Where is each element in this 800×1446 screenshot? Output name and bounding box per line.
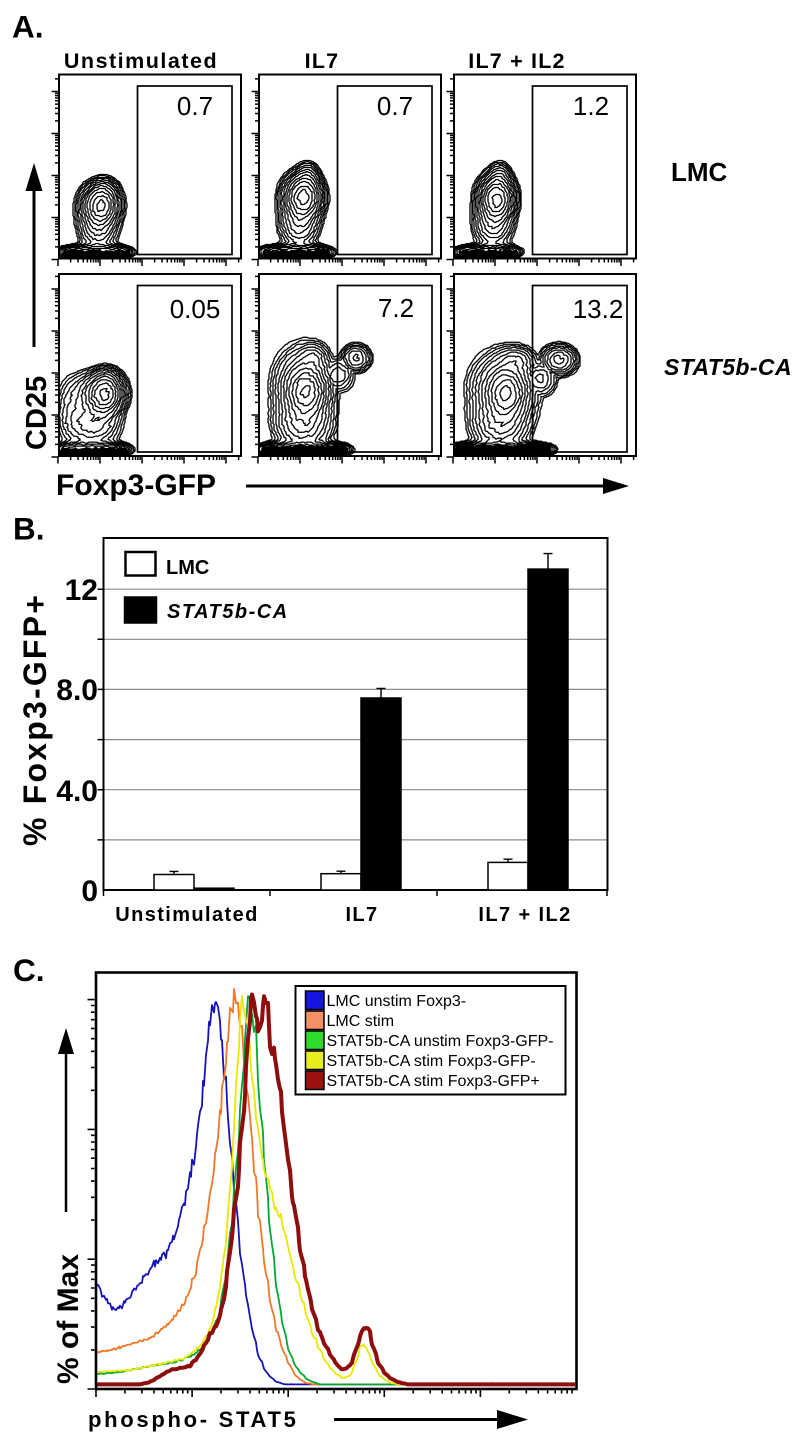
svg-text:STAT5b-CA unstim Foxp3-GFP-: STAT5b-CA unstim Foxp3-GFP-	[327, 1033, 554, 1050]
svg-text:IL7 + IL2: IL7 + IL2	[478, 904, 571, 926]
svg-text:4.0: 4.0	[56, 775, 98, 808]
svg-text:LMC: LMC	[671, 157, 728, 187]
svg-text:0.7: 0.7	[377, 91, 413, 121]
svg-text:IL7: IL7	[345, 904, 378, 926]
svg-text:IL7: IL7	[305, 49, 340, 73]
svg-text:7.2: 7.2	[378, 293, 414, 323]
svg-text:% of Max: % of Max	[52, 1254, 85, 1384]
svg-text:0.7: 0.7	[177, 91, 213, 121]
svg-text:STAT5b-CA stim Foxp3-GFP-: STAT5b-CA stim Foxp3-GFP-	[327, 1053, 536, 1070]
svg-text:0: 0	[81, 875, 98, 908]
svg-text:A.: A.	[12, 9, 44, 45]
svg-text:LMC unstim Foxp3-: LMC unstim Foxp3-	[327, 993, 467, 1010]
svg-text:Foxp3-GFP: Foxp3-GFP	[56, 469, 216, 502]
svg-text:LMC: LMC	[166, 557, 209, 579]
svg-text:CD25: CD25	[21, 376, 53, 450]
svg-text:B.: B.	[13, 511, 45, 547]
svg-text:STAT5b-CA: STAT5b-CA	[167, 601, 289, 623]
svg-text:Unstimulated: Unstimulated	[64, 49, 218, 73]
svg-text:Unstimulated: Unstimulated	[115, 904, 258, 926]
svg-text:C.: C.	[13, 952, 45, 988]
svg-text:STAT5b-CA: STAT5b-CA	[664, 354, 792, 380]
svg-text:IL7 + IL2: IL7 + IL2	[468, 49, 565, 73]
svg-text:STAT5b-CA stim Foxp3-GFP+: STAT5b-CA stim Foxp3-GFP+	[327, 1073, 540, 1090]
svg-text:phospho- STAT5: phospho- STAT5	[88, 1407, 299, 1432]
svg-text:LMC stim: LMC stim	[327, 1013, 395, 1030]
svg-text:8.0: 8.0	[56, 674, 98, 707]
svg-text:13.2: 13.2	[573, 294, 624, 324]
svg-text:12: 12	[65, 574, 98, 607]
svg-text:% Foxp3-GFP+: % Foxp3-GFP+	[17, 593, 53, 846]
svg-text:0.05: 0.05	[170, 294, 221, 324]
svg-text:1.2: 1.2	[573, 91, 609, 121]
